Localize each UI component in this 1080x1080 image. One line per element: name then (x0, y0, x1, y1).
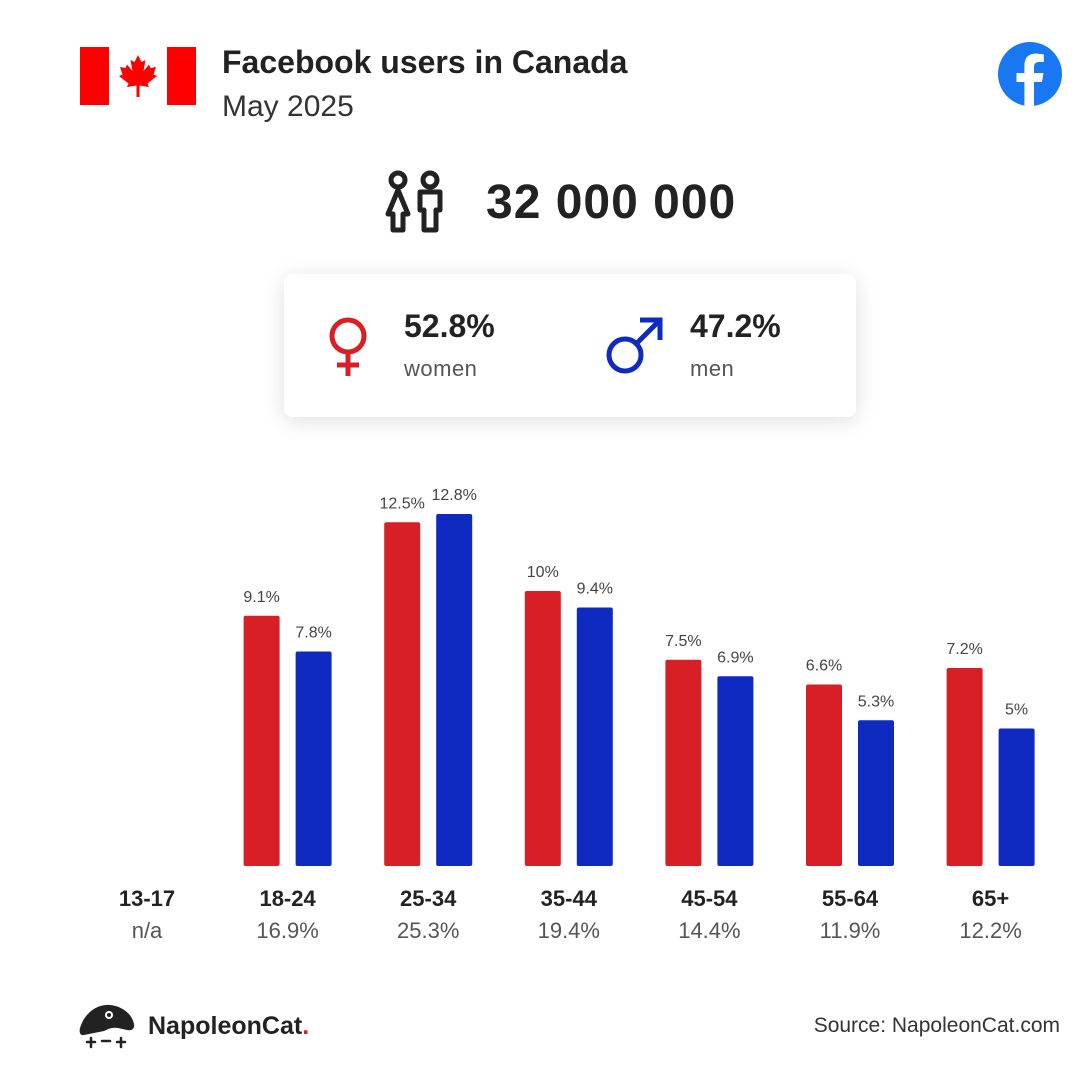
napoleoncat-logo-icon (79, 1004, 135, 1049)
age-group-label: 35-44 (541, 886, 598, 911)
age-group-label: 25-34 (400, 886, 457, 911)
total-users-value: 32 000 000 (486, 175, 737, 229)
women-percentage: 52.8% (404, 308, 495, 344)
bar-value-label: 5% (1005, 702, 1028, 719)
page-subtitle: May 2025 (222, 90, 354, 123)
bar-value-label: 7.8% (295, 625, 331, 642)
bar-18-24-series-2 (295, 651, 332, 866)
bar-55-64-series-1 (806, 684, 842, 866)
canada-flag-icon (80, 47, 196, 105)
brand-name-text: NapoleonCat (148, 1011, 303, 1040)
age-group-label: 13-17 (119, 886, 175, 911)
bar-25-34-series-1 (384, 522, 421, 866)
bar-55-64-series-2 (858, 720, 894, 866)
age-group-share: 11.9% (820, 918, 881, 943)
age-group-share: 14.4% (678, 918, 740, 943)
bar-45-54-series-2 (717, 676, 754, 866)
bar-value-label: 6.6% (806, 658, 842, 675)
age-group-share: 16.9% (256, 918, 318, 943)
age-group-share: 19.4% (538, 918, 600, 943)
bar-value-label: 9.4% (577, 581, 613, 598)
bar-value-label: 12.5% (380, 495, 425, 512)
bar-value-label: 9.1% (243, 589, 279, 606)
total-users: 32 000 000 (380, 166, 736, 238)
bar-18-24-series-1 (243, 615, 280, 866)
facebook-icon (998, 42, 1062, 106)
age-group-label: 65+ (972, 886, 1009, 911)
women-label: women (404, 356, 478, 381)
age-gender-bar-chart: 13-17 n/a 9.1% 7.8% 18-24 16.9% 12.5% 12.8% 25-3… (119, 487, 1035, 943)
age-group-share: n/a (132, 918, 163, 943)
male-symbol-icon (606, 317, 663, 374)
bar-value-label: 7.5% (665, 633, 701, 650)
bar-65+-series-2 (998, 728, 1035, 866)
bar-35-44-series-1 (524, 591, 561, 866)
gender-split-card: 52.8% women 47.2% men (284, 274, 856, 417)
age-group-label: 18-24 (259, 886, 316, 911)
men-label: men (690, 356, 735, 381)
age-group-label: 45-54 (681, 886, 738, 911)
page-title: Facebook users in Canada (222, 44, 628, 80)
brand-logo: NapoleonCat. (78, 1002, 309, 1050)
bar-value-label: 10% (527, 564, 559, 581)
people-icon (385, 170, 443, 233)
bar-65+-series-1 (946, 668, 983, 866)
bar-value-label: 6.9% (717, 649, 753, 666)
bar-value-label: 5.3% (858, 693, 894, 710)
age-group-label: 55-64 (822, 886, 879, 911)
bar-35-44-series-2 (576, 607, 613, 866)
brand-name-dot: . (302, 1011, 310, 1040)
source-credit: Source: NapoleonCat.com (813, 1014, 1060, 1037)
bar-25-34-series-2 (436, 514, 473, 866)
men-percentage: 47.2% (690, 308, 781, 344)
brand-name: NapoleonCat. (148, 1012, 309, 1041)
bar-value-label: 7.2% (946, 641, 982, 658)
age-group-share: 12.2% (959, 918, 1021, 943)
bar-45-54-series-1 (665, 659, 702, 866)
bar-value-label: 12.8% (432, 487, 477, 504)
age-group-share: 25.3% (397, 918, 459, 943)
female-symbol-icon (329, 317, 367, 376)
